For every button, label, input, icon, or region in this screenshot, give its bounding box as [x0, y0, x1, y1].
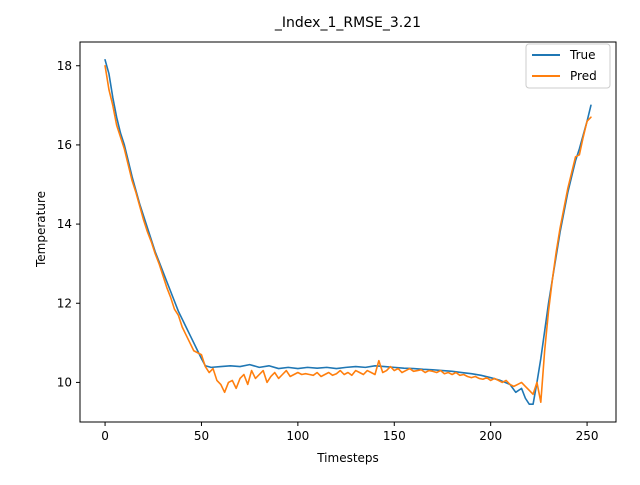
legend: True Pred — [525, 43, 611, 89]
y-axis: 10 12 14 16 18 — [57, 59, 80, 389]
y-tick-label: 14 — [57, 217, 72, 231]
y-axis-title: Temperature — [34, 191, 48, 268]
legend-box — [525, 43, 611, 89]
series-line-pred — [104, 64, 592, 404]
legend-label-pred: Pred — [570, 69, 597, 83]
chart-title: _Index_1_RMSE_3.21 — [274, 15, 421, 31]
axes-frame — [79, 41, 617, 423]
x-tick-label: 150 — [383, 429, 406, 443]
y-tick-label: 18 — [57, 59, 72, 73]
y-tick-label: 10 — [57, 375, 72, 389]
y-tick-label: 12 — [57, 296, 72, 310]
y-tick-label: 16 — [57, 138, 72, 152]
x-tick-label: 50 — [194, 429, 209, 443]
plot-area — [104, 59, 592, 405]
legend-label-true: True — [569, 48, 596, 62]
x-axis-title: Timesteps — [316, 451, 379, 465]
x-tick-label: 0 — [101, 429, 109, 443]
x-axis: 0 50 100 150 200 250 — [101, 422, 599, 443]
x-tick-label: 100 — [286, 429, 309, 443]
x-tick-label: 250 — [576, 429, 599, 443]
x-tick-label: 200 — [479, 429, 502, 443]
